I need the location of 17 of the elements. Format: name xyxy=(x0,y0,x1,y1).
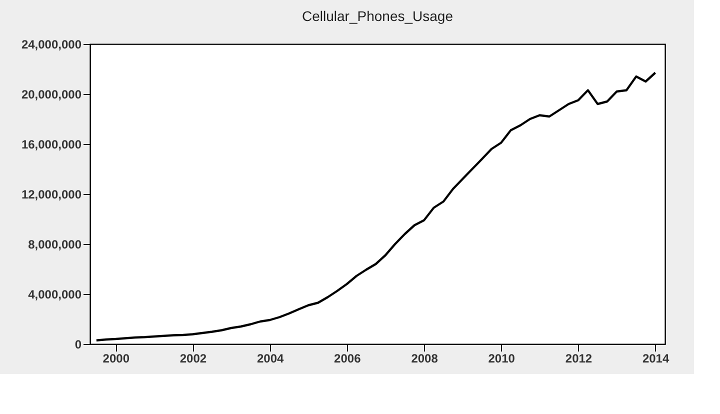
x-tick-label: 2010 xyxy=(488,352,516,366)
y-tick-label: 24,000,000 xyxy=(21,38,82,52)
y-tick-label: 0 xyxy=(74,338,82,352)
y-tick-label: 20,000,000 xyxy=(21,88,82,102)
y-tick-label: 16,000,000 xyxy=(21,138,82,152)
y-tick-label: 8,000,000 xyxy=(28,238,82,252)
x-tick-label: 2006 xyxy=(334,352,362,366)
y-tick-label: 4,000,000 xyxy=(28,288,82,302)
y-tick-label: 12,000,000 xyxy=(21,188,82,202)
x-tick-label: 2004 xyxy=(256,352,284,366)
x-tick-label: 2014 xyxy=(642,352,670,366)
x-tick-label: 2002 xyxy=(180,352,207,366)
chart-title: Cellular_Phones_Usage xyxy=(302,8,454,24)
x-tick-label: 2000 xyxy=(102,352,130,366)
x-tick-label: 2012 xyxy=(565,352,592,366)
line-series xyxy=(95,72,656,342)
x-tick-label: 2008 xyxy=(411,352,438,366)
